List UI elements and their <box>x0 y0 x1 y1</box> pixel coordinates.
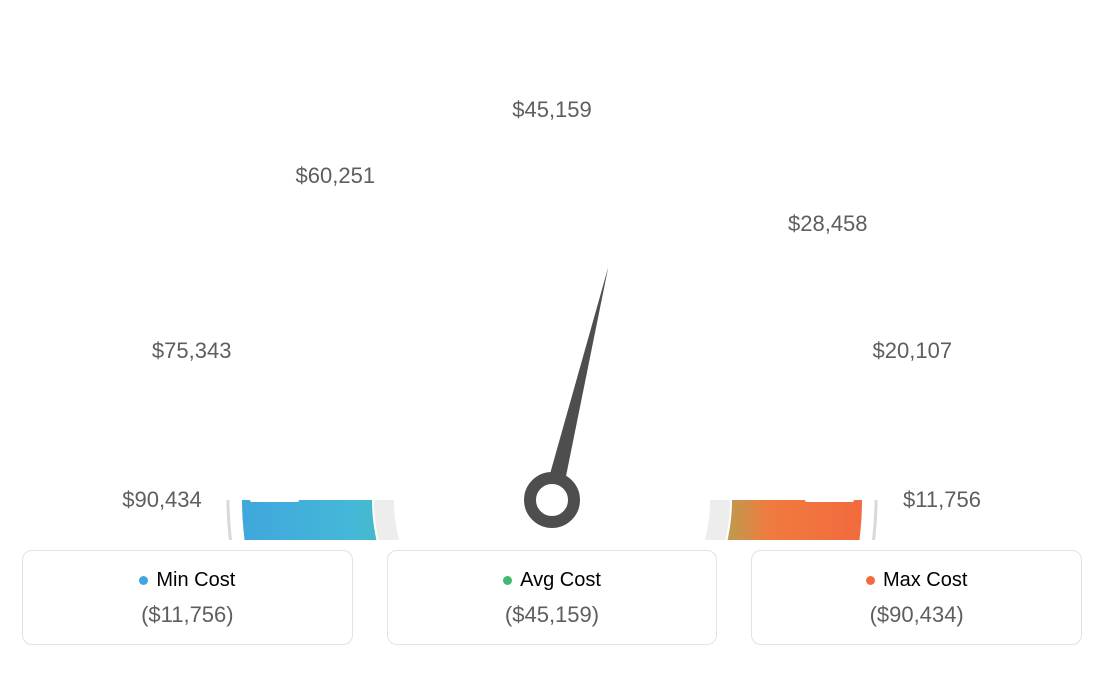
legend-card-avg: Avg Cost ($45,159) <box>387 550 718 645</box>
gauge-scale-label: $60,251 <box>296 163 376 189</box>
legend-title-text: Avg Cost <box>520 569 601 591</box>
legend-title: Avg Cost <box>398 569 707 592</box>
gauge-scale-label: $28,458 <box>788 211 868 237</box>
legend-title-text: Min Cost <box>156 569 235 591</box>
legend-card-min: Min Cost ($11,756) <box>22 550 353 645</box>
legend-title: Max Cost <box>762 569 1071 592</box>
legend-dot-icon <box>866 576 875 585</box>
legend-dot-icon <box>139 576 148 585</box>
gauge-scale-label: $75,343 <box>152 338 232 364</box>
gauge-scale-label: $90,434 <box>122 487 202 513</box>
gauge-scale-label: $45,159 <box>512 97 592 123</box>
legend-value: ($45,159) <box>398 602 707 628</box>
legend-title: Min Cost <box>33 569 342 592</box>
gauge-scale-label: $11,756 <box>903 487 981 513</box>
gauge-scale-label: $20,107 <box>873 338 953 364</box>
legend-value: ($11,756) <box>33 602 342 628</box>
legend-row: Min Cost ($11,756) Avg Cost ($45,159) Ma… <box>22 550 1082 645</box>
legend-dot-icon <box>503 576 512 585</box>
gauge-chart: $11,756 $20,107 $28,458 $45,159 $60,251 $75,3… <box>22 20 1082 540</box>
legend-value: ($90,434) <box>762 602 1071 628</box>
legend-title-text: Max Cost <box>883 569 967 591</box>
legend-card-max: Max Cost ($90,434) <box>751 550 1082 645</box>
